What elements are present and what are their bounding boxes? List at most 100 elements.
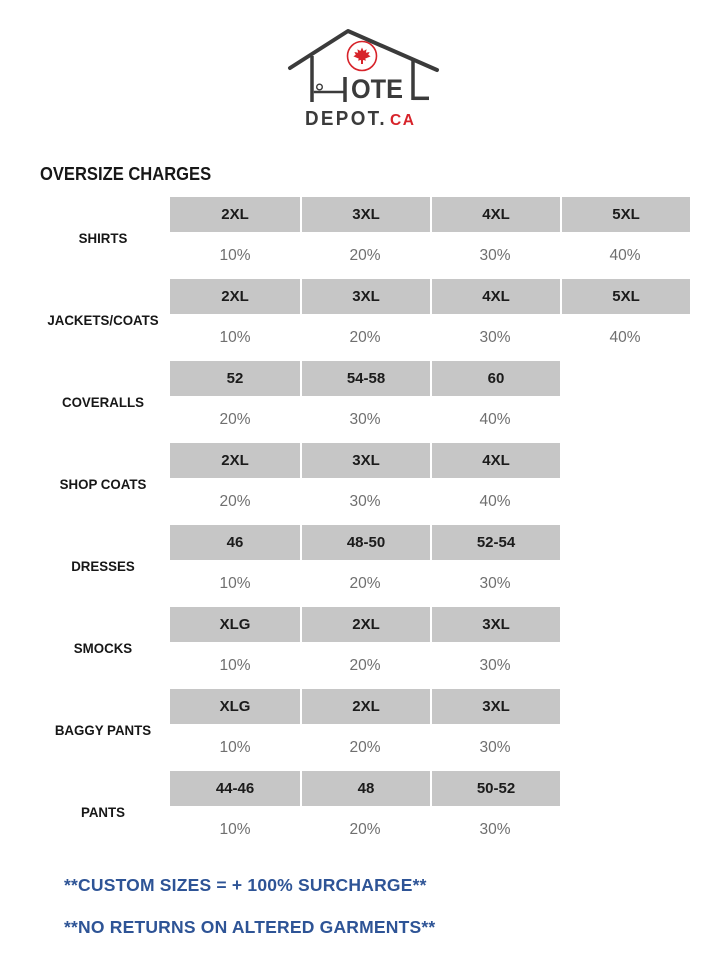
charge-row: 10% 20% 30% bbox=[170, 724, 690, 771]
charge-row: 10% 20% 30% 40% bbox=[170, 232, 690, 279]
size-header-cell: 52-54 bbox=[430, 525, 560, 560]
charge-row: 20% 30% 40% bbox=[170, 478, 690, 525]
hotel-depot-logo-svg: OTE DEPOT. CA bbox=[288, 29, 439, 130]
table-row: DRESSES 46 48-50 52-54 10% 20% 30% bbox=[36, 525, 690, 607]
row-data: 52 54-58 60 20% 30% 40% bbox=[170, 361, 690, 443]
table-row: COVERALLS 52 54-58 60 20% 30% 40% bbox=[36, 361, 690, 443]
row-label: SMOCKS bbox=[73, 640, 133, 656]
charge-cell: 20% bbox=[219, 410, 251, 428]
charge-row: 10% 20% 30% bbox=[170, 806, 690, 853]
charge-cell: 20% bbox=[349, 656, 381, 674]
row-label: DRESSES bbox=[71, 558, 135, 574]
size-header-cell: 2XL bbox=[170, 197, 300, 232]
row-label: PANTS bbox=[80, 804, 126, 820]
charge-row: 10% 20% 30% bbox=[170, 642, 690, 689]
charge-cell: 10% bbox=[219, 328, 251, 346]
size-header-cell: 60 bbox=[430, 361, 560, 396]
size-header-row: XLG 2XL 3XL bbox=[170, 689, 690, 724]
charge-cell: 30% bbox=[479, 574, 511, 592]
size-header-cell: 4XL bbox=[430, 443, 560, 478]
table-row: SHOP COATS 2XL 3XL 4XL 20% 30% 40% bbox=[36, 443, 690, 525]
charge-cell: 30% bbox=[479, 820, 511, 838]
charge-cell: 30% bbox=[479, 328, 511, 346]
size-header-cell: 2XL bbox=[300, 607, 430, 642]
size-header-cell: 54-58 bbox=[300, 361, 430, 396]
size-header-cell: 44-46 bbox=[170, 771, 300, 806]
charge-cell: 10% bbox=[219, 574, 251, 592]
charge-cell: 10% bbox=[219, 656, 251, 674]
charge-cell: 20% bbox=[349, 328, 381, 346]
charge-cell: 40% bbox=[609, 328, 641, 346]
size-header-cell: 5XL bbox=[560, 197, 690, 232]
charge-cell: 40% bbox=[479, 410, 511, 428]
row-data: XLG 2XL 3XL 10% 20% 30% bbox=[170, 689, 690, 771]
bed-icon bbox=[310, 56, 347, 102]
table-row: PANTS 44-46 48 50-52 10% 20% 30% bbox=[36, 771, 690, 853]
charge-cell: 30% bbox=[479, 656, 511, 674]
size-header-cell: 2XL bbox=[300, 689, 430, 724]
size-header-cell: 4XL bbox=[430, 197, 560, 232]
size-header-cell: 50-52 bbox=[430, 771, 560, 806]
charge-cell: 30% bbox=[479, 738, 511, 756]
row-label: SHOP COATS bbox=[59, 476, 147, 492]
row-label: COVERALLS bbox=[61, 394, 145, 410]
size-header-cell: 3XL bbox=[300, 279, 430, 314]
size-header-cell: 48-50 bbox=[300, 525, 430, 560]
size-header-row: 2XL 3XL 4XL 5XL bbox=[170, 279, 690, 314]
charge-cell: 10% bbox=[219, 738, 251, 756]
row-data: 2XL 3XL 4XL 5XL 10% 20% 30% 40% bbox=[170, 197, 690, 279]
charge-cell: 20% bbox=[349, 246, 381, 264]
size-header-cell: XLG bbox=[170, 607, 300, 642]
table-row: SHIRTS 2XL 3XL 4XL 5XL 10% 20% 30% 40% bbox=[36, 197, 690, 279]
size-header-cell: 3XL bbox=[300, 443, 430, 478]
charge-cell: 30% bbox=[479, 246, 511, 264]
size-header-cell: 46 bbox=[170, 525, 300, 560]
row-data: 2XL 3XL 4XL 20% 30% 40% bbox=[170, 443, 690, 525]
charge-row: 10% 20% 30% bbox=[170, 560, 690, 607]
size-header-row: 2XL 3XL 4XL bbox=[170, 443, 690, 478]
charge-row: 20% 30% 40% bbox=[170, 396, 690, 443]
logo-wall-l bbox=[411, 59, 429, 101]
row-data: 44-46 48 50-52 10% 20% 30% bbox=[170, 771, 690, 853]
size-header-row: 44-46 48 50-52 bbox=[170, 771, 690, 806]
size-header-cell: 2XL bbox=[170, 279, 300, 314]
row-data: 46 48-50 52-54 10% 20% 30% bbox=[170, 525, 690, 607]
size-header-cell: 2XL bbox=[170, 443, 300, 478]
charge-row: 10% 20% 30% 40% bbox=[170, 314, 690, 361]
row-data: 2XL 3XL 4XL 5XL 10% 20% 30% 40% bbox=[170, 279, 690, 361]
size-header-row: 46 48-50 52-54 bbox=[170, 525, 690, 560]
hotel-depot-logo: OTE DEPOT. CA bbox=[280, 22, 465, 147]
footer-notes: **CUSTOM SIZES = + 100% SURCHARGE** **NO… bbox=[64, 874, 435, 958]
row-label: BAGGY PANTS bbox=[54, 722, 152, 738]
size-header-cell: 52 bbox=[170, 361, 300, 396]
size-header-cell: 5XL bbox=[560, 279, 690, 314]
oversize-charges-table: SHIRTS 2XL 3XL 4XL 5XL 10% 20% 30% 40% JACKETS… bbox=[36, 197, 690, 853]
charge-cell: 30% bbox=[349, 410, 381, 428]
table-row: JACKETS/COATS 2XL 3XL 4XL 5XL 10% 20% 30% 40% bbox=[36, 279, 690, 361]
maple-leaf-icon bbox=[346, 40, 378, 72]
size-header-row: 52 54-58 60 bbox=[170, 361, 690, 396]
charge-cell: 20% bbox=[349, 820, 381, 838]
size-header-cell: 3XL bbox=[430, 689, 560, 724]
size-header-cell: 3XL bbox=[430, 607, 560, 642]
size-header-cell: 48 bbox=[300, 771, 430, 806]
row-label: SHIRTS bbox=[78, 230, 128, 246]
size-header-cell: 3XL bbox=[300, 197, 430, 232]
size-header-row: 2XL 3XL 4XL 5XL bbox=[170, 197, 690, 232]
house-outline bbox=[288, 29, 439, 72]
logo-depot-text: DEPOT. bbox=[305, 108, 387, 130]
logo-hotel-text: OTE bbox=[351, 74, 403, 104]
charge-cell: 10% bbox=[219, 820, 251, 838]
charge-cell: 30% bbox=[349, 492, 381, 510]
row-data: XLG 2XL 3XL 10% 20% 30% bbox=[170, 607, 690, 689]
row-label: JACKETS/COATS bbox=[47, 312, 159, 328]
page-title: OVERSIZE CHARGES bbox=[40, 164, 212, 184]
charge-cell: 20% bbox=[349, 738, 381, 756]
table-row: SMOCKS XLG 2XL 3XL 10% 20% 30% bbox=[36, 607, 690, 689]
charge-cell: 20% bbox=[349, 574, 381, 592]
table-row: BAGGY PANTS XLG 2XL 3XL 10% 20% 30% bbox=[36, 689, 690, 771]
charge-cell: 40% bbox=[609, 246, 641, 264]
logo-ca-text: CA bbox=[390, 112, 415, 129]
note-no-returns: **NO RETURNS ON ALTERED GARMENTS** bbox=[64, 917, 436, 937]
